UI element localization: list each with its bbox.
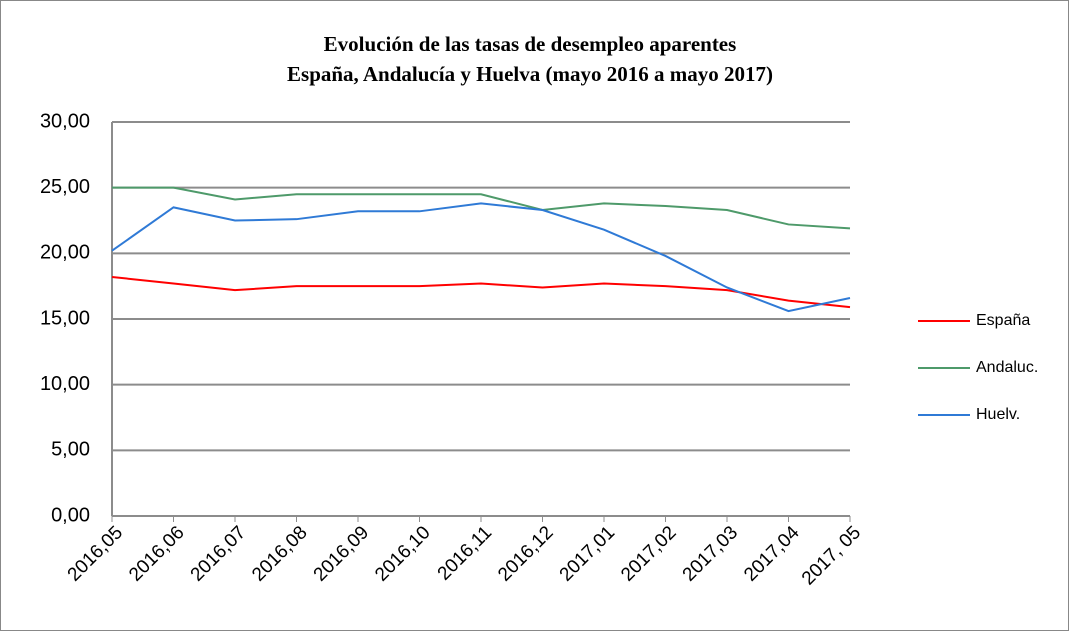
y-tick-label: 10,00: [40, 373, 90, 395]
y-tick-label: 20,00: [40, 242, 90, 264]
y-tick-label: 30,00: [40, 110, 90, 132]
y-tick-label: 15,00: [40, 307, 90, 329]
legend-label: Andaluc.: [976, 359, 1038, 376]
y-tick-label: 0,00: [51, 504, 90, 526]
series-line: [112, 186, 851, 230]
legend-label: España: [976, 312, 1030, 329]
chart-title: España, Andalucía y Huelva (mayo 2016 a …: [287, 62, 773, 86]
y-tick-label: 5,00: [51, 439, 90, 461]
series-line: [111, 275, 851, 309]
legend-label: Huelv.: [976, 406, 1020, 423]
y-tick-label: 25,00: [40, 176, 90, 198]
series-line: [111, 202, 851, 313]
chart-title: Evolución de las tasas de desempleo apar…: [324, 32, 737, 56]
